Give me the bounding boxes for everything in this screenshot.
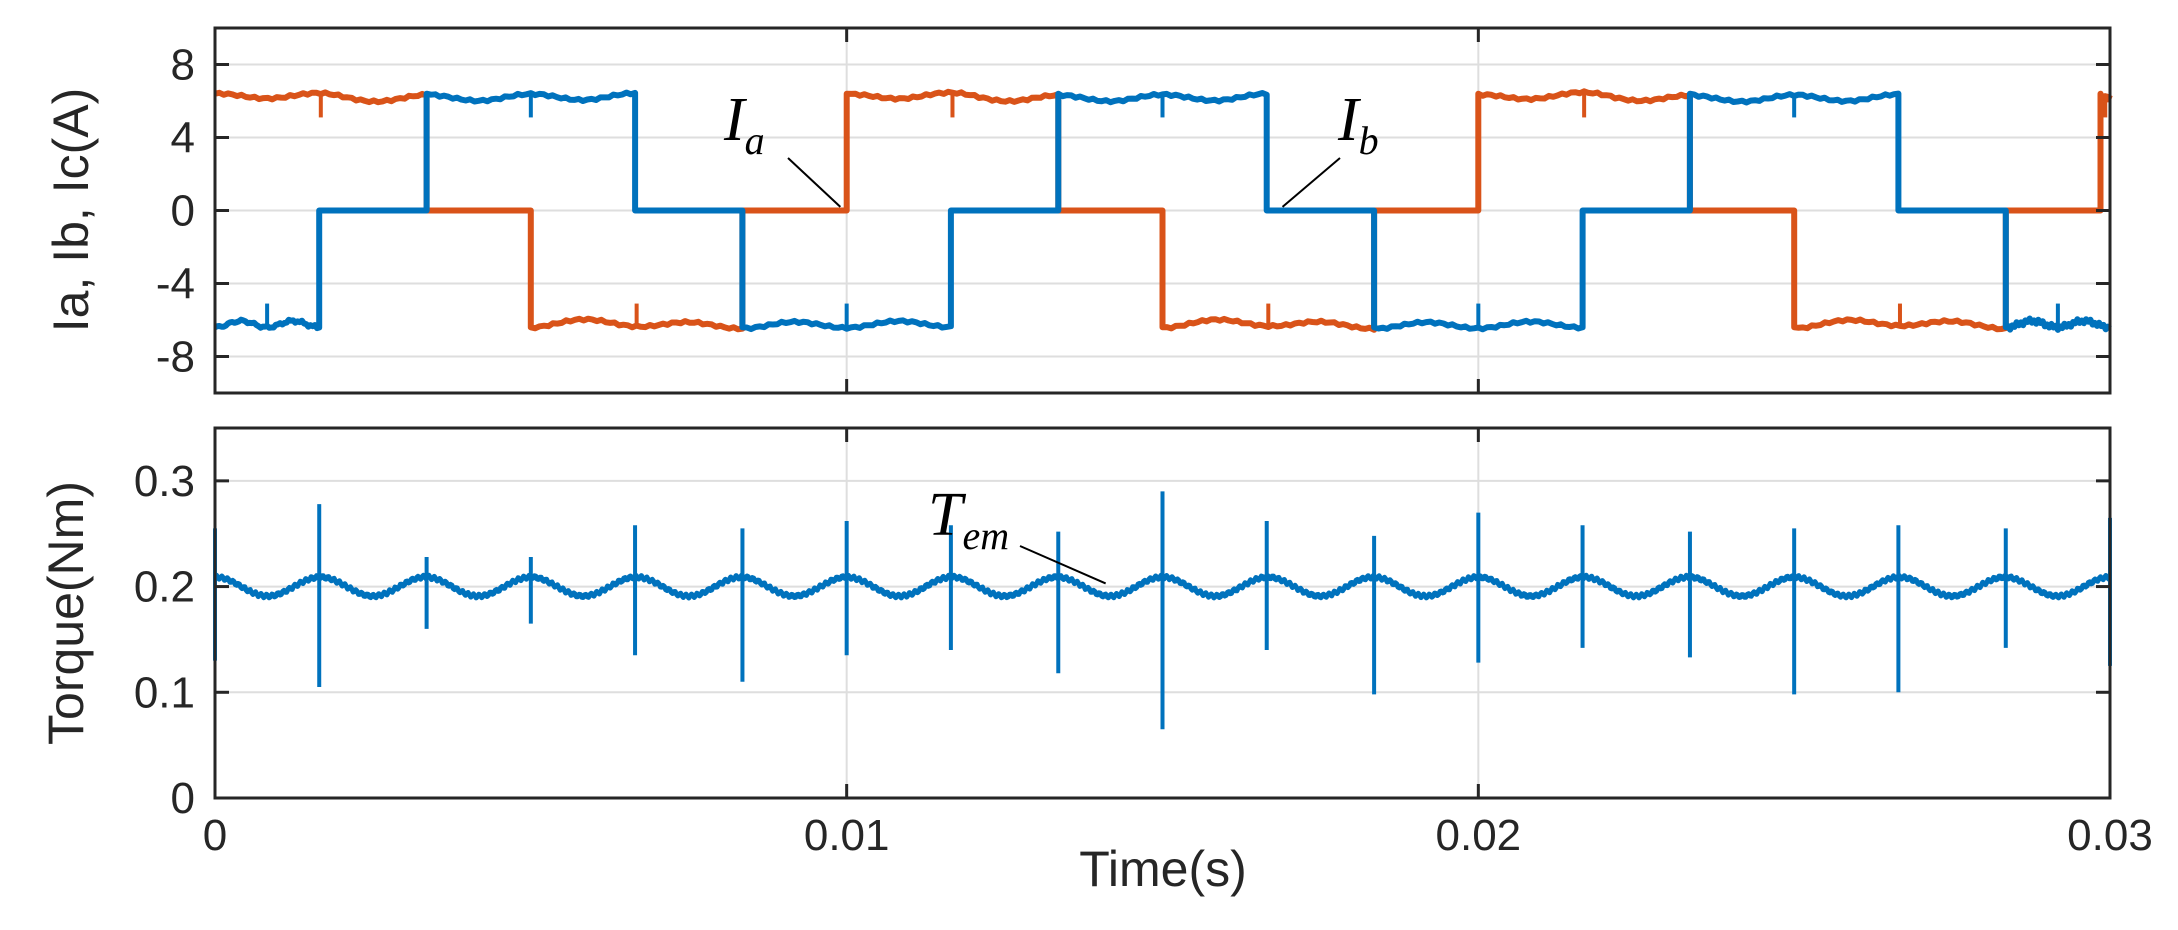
currents-ytick-label: -8: [156, 333, 195, 382]
torque-ytick-label: 0.1: [134, 668, 195, 717]
currents-ticks: -8 -4 0 4 8: [156, 28, 2112, 393]
torque-ytick-label: 0.2: [134, 563, 195, 612]
ia-annotation-label-subscript: a: [745, 118, 765, 163]
torque-xtick-label: 0.02: [1436, 811, 1522, 860]
ib-annotation-leader: [1281, 157, 1341, 208]
currents-series: [213, 88, 2113, 333]
tem-annotation-leader: [1019, 545, 1107, 585]
torque-xtick-label: 0.01: [804, 811, 890, 860]
torque-ticks: 0 0.01 0.02 0.03 0 0.1 0.2 0.3: [134, 428, 2153, 860]
torque-panel: 0 0.01 0.02 0.03 0 0.1 0.2 0.3 Torque(Nm) Time(…: [38, 426, 2153, 897]
torque-axes-box: [213, 426, 2112, 800]
time-xlabel: Time(s): [1079, 841, 1247, 897]
tem-annotation-label-subscript: em: [962, 513, 1009, 558]
torque-xtick-label: 0: [203, 811, 227, 860]
torque-ytick-label: 0: [171, 774, 195, 823]
currents-ytick-label: 0: [171, 187, 195, 236]
torque-ylabel: Torque(Nm): [38, 481, 94, 745]
currents-ytick-label: -4: [156, 260, 195, 309]
torque-xtick-label: 0.03: [2067, 811, 2153, 860]
currents-ylabel: Ia, Ib, Ic(A): [43, 88, 99, 333]
torque-ytick-label: 0.3: [134, 457, 195, 506]
ib-annotation-label-subscript: b: [1359, 118, 1379, 163]
currents-ytick-label: 8: [171, 41, 195, 90]
currents-ytick-label: 4: [171, 114, 195, 163]
ia-annotation-leader: [787, 157, 842, 208]
